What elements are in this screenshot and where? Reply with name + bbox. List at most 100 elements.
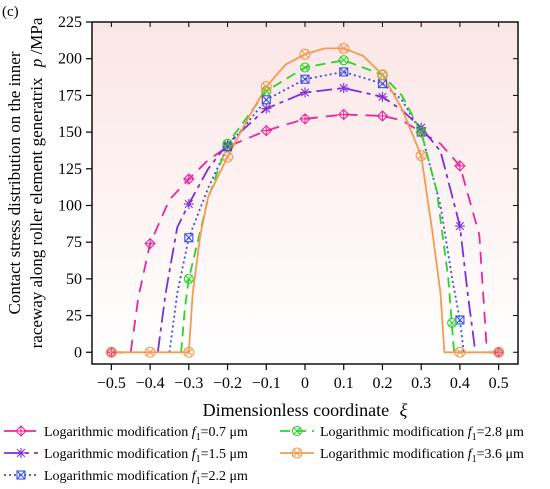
y-tick-label: 125: [58, 161, 82, 178]
data-marker: [184, 233, 194, 243]
legend: Logarithmic modification f1=0.7 μm Logari…: [4, 425, 524, 487]
legend-label-suffix: =2.8 μm: [477, 425, 524, 440]
legend-label-sub: 1: [472, 432, 477, 443]
legend-label-suffix: =2.2 μm: [201, 469, 248, 484]
legend-label-prefix: Logarithmic modification: [320, 425, 468, 440]
data-marker: [338, 55, 349, 66]
legend-item: Logarithmic modification f1=2.2 μm: [4, 469, 248, 487]
x-tick-label: −0.2: [213, 375, 242, 392]
legend-label-sub: 1: [472, 454, 477, 465]
legend-label: Logarithmic modification f1=1.5 μm: [44, 447, 248, 465]
legend-label: Logarithmic modification f1=0.7 μm: [44, 425, 248, 443]
y-tick-label: 25: [66, 308, 82, 325]
x-tick-label: 0.4: [450, 375, 470, 392]
legend-label-prefix: Logarithmic modification: [44, 425, 192, 440]
y-tick-label: 0: [74, 344, 82, 361]
data-marker: [376, 69, 389, 81]
x-tick-label: 0: [301, 375, 309, 392]
y-tick-label: 200: [58, 51, 82, 68]
data-marker: [493, 346, 505, 358]
x-axis: −0.5 −0.4 −0.3 −0.2 −0.1 0 0.1 0.2 0.3 0.4 0.5: [97, 22, 509, 392]
data-marker: [337, 108, 350, 121]
legend-label-suffix: =1.5 μm: [201, 447, 248, 462]
series-line: [156, 87, 477, 353]
data-marker: [415, 150, 427, 162]
x-axis-label-text: Dimensionless coordinate: [203, 400, 389, 420]
data-marker: [222, 138, 233, 149]
y-tick-label: 225: [58, 14, 82, 31]
panel-label: (c): [2, 4, 19, 20]
legend-label-var: f: [192, 469, 198, 484]
y-axis-label-line-2: raceway along roller element generatrix …: [27, 17, 46, 348]
data-marker: [183, 273, 194, 284]
data-marker: [221, 151, 234, 163]
legend-label-var: f: [468, 425, 474, 440]
data-marker: [144, 237, 156, 250]
legend-label-prefix: Logarithmic modification: [320, 447, 468, 462]
y-tick-label: 150: [58, 124, 82, 141]
legend-item: Logarithmic modification f1=2.8 μm: [280, 425, 524, 443]
x-tick-label: −0.4: [136, 375, 165, 392]
legend-label-suffix: =0.7 μm: [201, 425, 248, 440]
data-marker: [183, 173, 195, 185]
data-marker: [260, 124, 273, 137]
series-line: [180, 59, 455, 353]
y-tick-label: 75: [66, 234, 82, 251]
series-line: [111, 47, 499, 354]
data-marker: [416, 127, 427, 138]
legend-label-var: f: [192, 425, 198, 440]
y-axis: 0 25 50 75 100 125 150 175 200 225: [58, 14, 518, 361]
legend-label-sub: 1: [196, 454, 201, 465]
data-marker: [105, 346, 117, 358]
data-marker: [15, 425, 27, 437]
legend-label-prefix: Logarithmic modification: [44, 469, 192, 484]
marker-layer: [105, 42, 505, 359]
plot-background: [92, 22, 518, 364]
legend-label-var: f: [468, 447, 474, 462]
legend-label: Logarithmic modification f1=3.6 μm: [320, 447, 524, 465]
y-axis-label-line-2-text: raceway along roller element generatrix: [27, 77, 46, 348]
data-marker: [454, 221, 465, 232]
legend-label: Logarithmic modification f1=2.8 μm: [320, 425, 524, 443]
legend-item: Logarithmic modification f1=0.7 μm: [4, 425, 248, 443]
data-marker: [261, 103, 272, 114]
data-marker: [447, 317, 458, 328]
y-axis-label: Contact stress distribution on the inner…: [5, 17, 46, 348]
data-marker: [377, 91, 388, 102]
legend-label-prefix: Logarithmic modification: [44, 447, 192, 462]
legend-label-var: f: [192, 447, 198, 462]
data-marker: [16, 470, 26, 480]
legend-label-sub: 1: [196, 476, 201, 487]
data-marker: [454, 346, 466, 358]
x-tick-label: 0.1: [334, 375, 354, 392]
y-axis-label-line-1: Contact stress distribution on the inner: [5, 51, 24, 314]
x-tick-label: −0.1: [252, 375, 281, 392]
x-tick-label: −0.3: [174, 375, 203, 392]
y-axis-label-unit: /MPa: [27, 17, 46, 54]
data-marker: [16, 448, 26, 458]
legend-label-suffix: =3.6 μm: [477, 447, 524, 462]
x-tick-label: 0.2: [372, 375, 392, 392]
legend-label: Logarithmic modification f1=2.2 μm: [44, 469, 248, 487]
legend-item: Logarithmic modification f1=1.5 μm: [4, 447, 248, 465]
data-marker: [299, 113, 311, 125]
y-tick-label: 100: [58, 197, 82, 214]
y-tick-label: 175: [58, 87, 82, 104]
data-marker: [299, 48, 311, 60]
data-marker: [300, 87, 310, 98]
data-marker: [183, 199, 194, 210]
x-axis-label: Dimensionless coordinate ξ: [203, 400, 408, 420]
x-tick-label: −0.5: [97, 375, 126, 392]
data-marker: [377, 79, 388, 89]
y-axis-label-symbol: p: [27, 59, 46, 69]
data-marker: [338, 42, 350, 54]
data-marker: [260, 81, 272, 93]
legend-item: Logarithmic modification f1=3.6 μm: [280, 447, 524, 465]
x-axis-label-symbol: ξ: [400, 400, 408, 420]
data-marker: [299, 62, 311, 73]
data-marker: [338, 83, 349, 94]
y-tick-label: 50: [66, 271, 82, 288]
x-tick-label: 0.3: [411, 375, 431, 392]
data-marker: [300, 74, 310, 84]
